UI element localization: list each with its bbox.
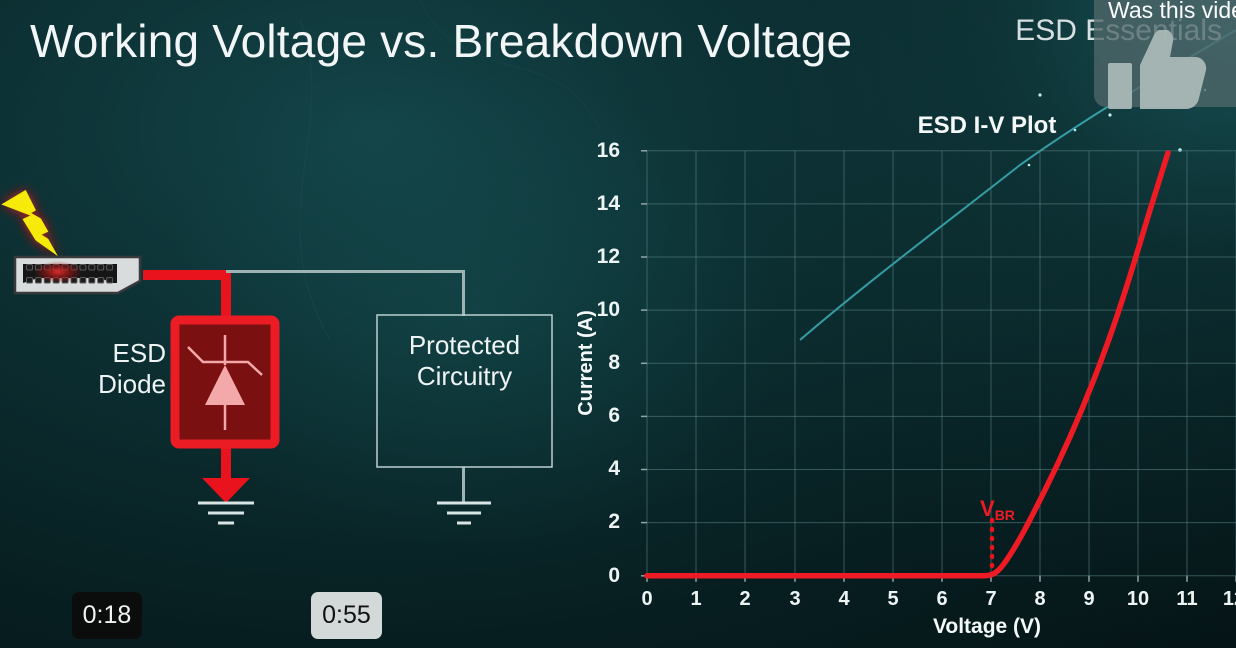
svg-text:6: 6 [608, 404, 620, 427]
svg-text:3: 3 [789, 588, 800, 610]
svg-text:5: 5 [887, 588, 898, 610]
svg-text:0: 0 [641, 588, 652, 610]
svg-text:2: 2 [608, 510, 620, 533]
svg-text:8: 8 [1034, 588, 1045, 610]
svg-text:11: 11 [1176, 588, 1197, 610]
svg-text:4: 4 [608, 457, 620, 480]
svg-text:2: 2 [739, 588, 750, 610]
svg-text:10: 10 [1127, 588, 1149, 610]
svg-text:1: 1 [690, 588, 701, 610]
svg-text:10: 10 [597, 298, 620, 321]
svg-text:4: 4 [838, 588, 850, 610]
svg-text:6: 6 [936, 588, 947, 610]
svg-text:Current (A): Current (A) [575, 310, 597, 416]
svg-text:14: 14 [597, 192, 621, 215]
svg-text:ESD I-V Plot: ESD I-V Plot [918, 112, 1057, 139]
svg-text:12: 12 [597, 245, 620, 268]
svg-text:16: 16 [597, 139, 620, 162]
svg-text:Voltage (V): Voltage (V) [933, 615, 1041, 638]
svg-text:7: 7 [985, 588, 996, 610]
svg-text:8: 8 [608, 351, 620, 374]
svg-text:9: 9 [1083, 588, 1094, 610]
svg-text:0: 0 [608, 564, 620, 587]
svg-text:12: 12 [1223, 588, 1236, 610]
